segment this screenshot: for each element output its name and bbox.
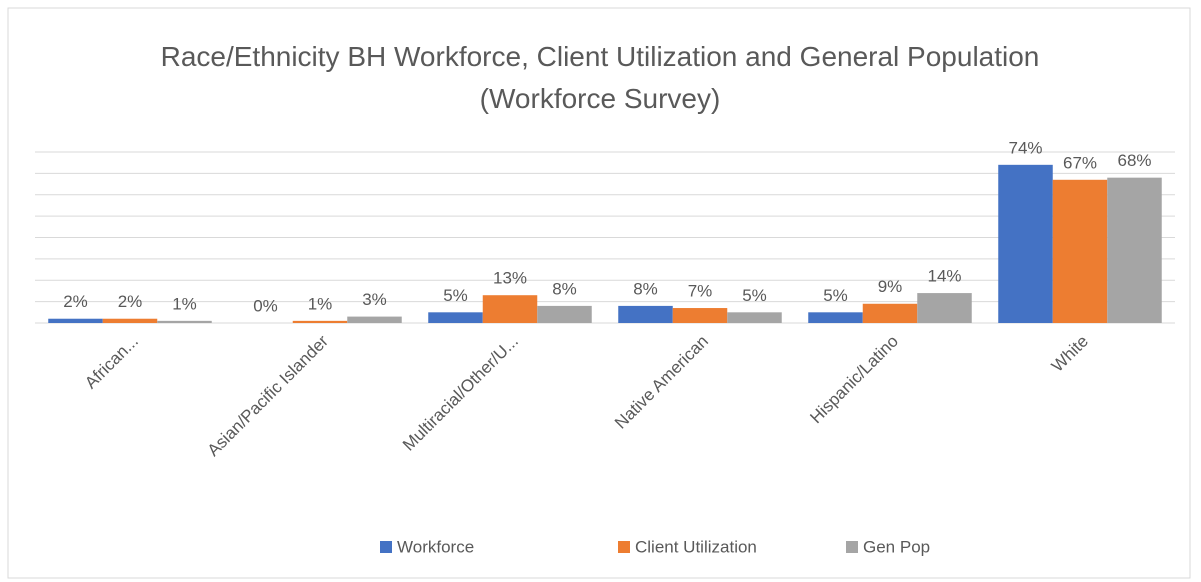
data-label: 5% (823, 286, 848, 305)
data-label: 3% (362, 290, 387, 309)
legend-label: Workforce (397, 537, 474, 556)
data-label: 2% (118, 292, 143, 311)
bar (1052, 179, 1108, 323)
legend-label: Gen Pop (863, 537, 930, 556)
legend-swatch (618, 541, 630, 553)
data-label: 0% (253, 296, 278, 315)
bar (102, 318, 158, 323)
bar (428, 312, 483, 323)
bar (482, 295, 538, 323)
bar (157, 320, 212, 323)
data-label: 9% (878, 277, 903, 296)
legend-swatch (380, 541, 392, 553)
bar (292, 320, 348, 323)
bar (618, 305, 673, 323)
data-label: 5% (443, 286, 468, 305)
data-label: 67% (1063, 153, 1097, 172)
legend-label: Client Utilization (635, 537, 757, 556)
bar (347, 316, 402, 323)
bar (917, 293, 972, 323)
data-label: 8% (633, 279, 658, 298)
data-label: 14% (927, 267, 961, 286)
data-label: 8% (552, 279, 577, 298)
bar (862, 303, 918, 323)
data-label: 1% (308, 294, 333, 313)
data-label: 13% (493, 269, 527, 288)
bar (727, 312, 782, 323)
data-label: 2% (63, 292, 88, 311)
data-label: 5% (742, 286, 767, 305)
bar (998, 164, 1053, 323)
bar (1107, 177, 1162, 323)
data-label: 1% (172, 294, 197, 313)
data-label: 74% (1008, 138, 1042, 157)
bar (808, 312, 863, 323)
bar (672, 308, 728, 323)
data-label: 7% (688, 282, 713, 301)
bar (537, 305, 592, 323)
legend-swatch (846, 541, 858, 553)
chart-border (7, 7, 1191, 579)
chart-title: Race/Ethnicity BH Workforce, Client Util… (160, 41, 1040, 114)
data-label: 68% (1117, 151, 1151, 170)
bar (48, 318, 103, 323)
